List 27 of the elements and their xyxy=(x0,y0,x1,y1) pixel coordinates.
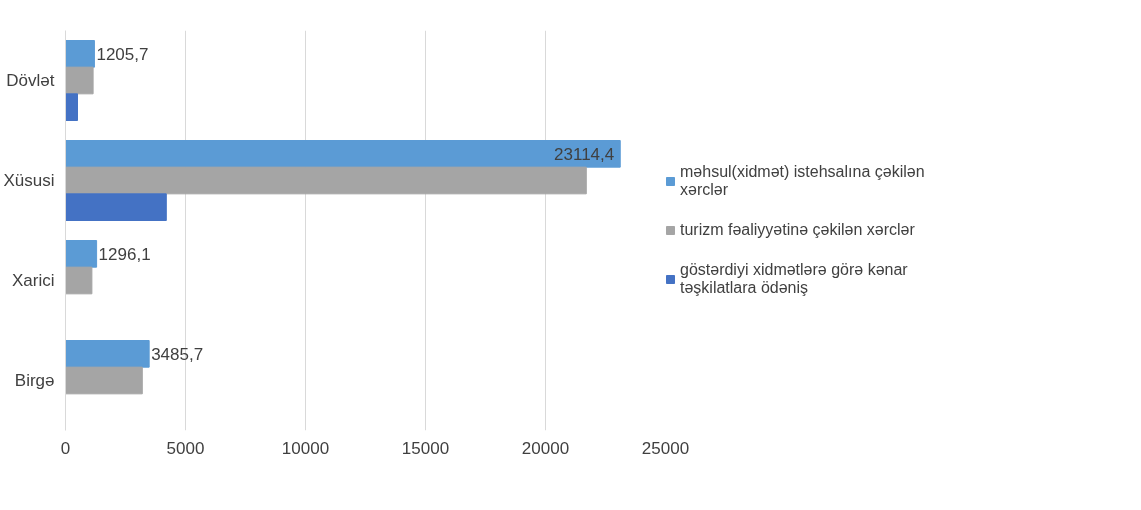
y-tick-label: Xarici xyxy=(11,271,55,290)
bar xyxy=(65,193,167,221)
bar xyxy=(65,266,93,295)
y-tick-label: Dövlət xyxy=(6,71,55,90)
y-tick-label: Xüsusi xyxy=(3,171,55,190)
x-tick-label: 15000 xyxy=(401,438,450,458)
y-tick-label: Birgə xyxy=(14,371,55,390)
data-label: 1296,1 xyxy=(98,244,151,264)
bar xyxy=(65,66,94,95)
bar xyxy=(65,140,621,168)
x-tick-label: 20000 xyxy=(521,438,570,458)
x-tick-label: 25000 xyxy=(641,438,690,458)
bar xyxy=(65,93,78,121)
bar xyxy=(65,366,143,395)
bar xyxy=(65,40,95,68)
bar xyxy=(65,340,150,368)
bar xyxy=(65,166,587,195)
legend-label: göstərdiyi xidmətlərə görə kənar təşkilatlara ödəniş xyxy=(680,261,908,297)
data-label: 23114,4 xyxy=(554,144,615,164)
x-tick-label: 0 xyxy=(60,438,71,458)
legend-label: məhsul(xidmət) istehsalına çəkilən xərclər xyxy=(680,163,925,199)
x-tick-label: 5000 xyxy=(166,438,205,458)
data-label: 3485,7 xyxy=(151,344,204,364)
x-tick-label: 10000 xyxy=(281,438,330,458)
legend-label: turizm fəaliyyətinə çəkilən xərclər xyxy=(680,221,915,239)
bar xyxy=(65,240,98,268)
data-label: 1205,7 xyxy=(96,44,149,64)
